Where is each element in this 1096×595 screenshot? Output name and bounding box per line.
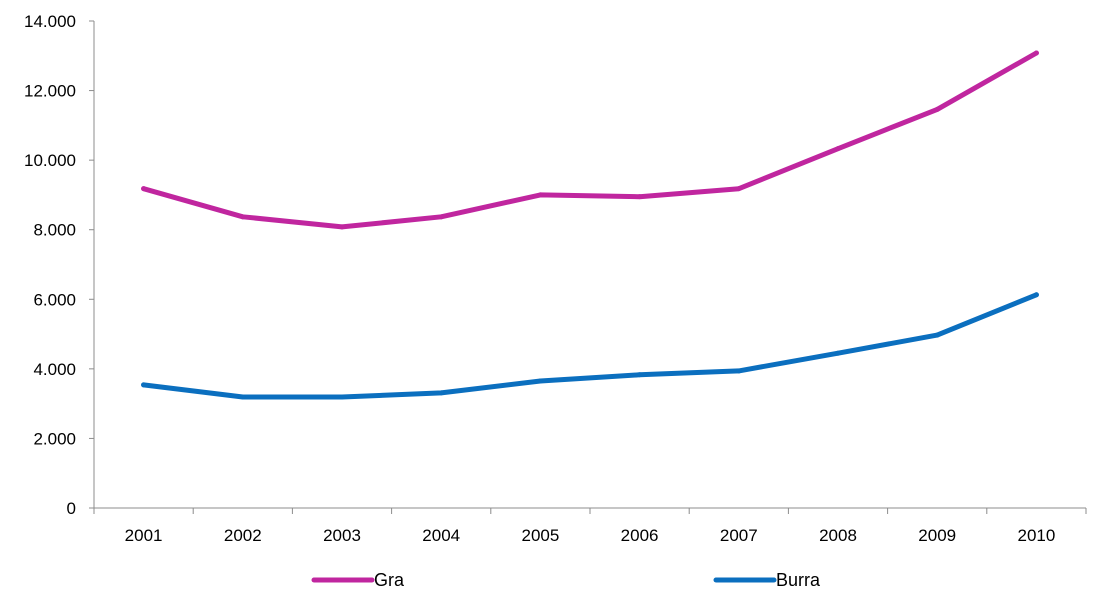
data-point-burra (240, 394, 246, 400)
x-tick-label: 2001 (125, 526, 163, 545)
series-line-gra (141, 50, 1039, 230)
data-point-burra (637, 372, 643, 378)
data-point-burra (1033, 292, 1039, 298)
data-point-gra (637, 194, 643, 200)
x-axis: 2001 2002 2003 2004 2005 2006 2007 2008 2009 2010 (93, 507, 1087, 545)
data-point-burra (339, 394, 345, 400)
data-point-burra (736, 368, 742, 374)
x-tick-label: 2008 (819, 526, 857, 545)
x-tick-label: 2005 (521, 526, 559, 545)
x-tick-label: 2006 (621, 526, 659, 545)
data-point-burra (438, 390, 444, 396)
data-point-gra (1033, 50, 1039, 56)
data-point-gra (141, 186, 147, 192)
legend-label-burra: Burra (776, 570, 821, 590)
data-point-gra (240, 214, 246, 220)
data-point-gra (736, 186, 742, 192)
series-lines (141, 50, 1039, 400)
data-point-burra (934, 332, 940, 338)
y-axis: 0 2.000 4.000 6.000 8.000 10.000 12.000 14.000 (24, 12, 95, 518)
x-tick-label: 2003 (323, 526, 361, 545)
x-tick-label: 2010 (1017, 526, 1055, 545)
legend-label-gra: Gra (374, 570, 405, 590)
y-tick-label: 4.000 (33, 360, 76, 379)
data-point-burra (141, 382, 147, 388)
y-tick-label: 10.000 (24, 151, 76, 170)
y-tick-label: 8.000 (33, 221, 76, 240)
x-tick-label: 2004 (422, 526, 460, 545)
data-point-gra (934, 106, 940, 112)
y-tick-label: 0 (67, 499, 76, 518)
y-tick-label: 14.000 (24, 12, 76, 31)
x-tick-label: 2002 (224, 526, 262, 545)
data-point-gra (835, 146, 841, 152)
x-tick-label: 2007 (720, 526, 758, 545)
x-tick-label: 2009 (918, 526, 956, 545)
data-point-burra (835, 350, 841, 356)
y-tick-label: 2.000 (33, 429, 76, 448)
data-point-gra (438, 214, 444, 220)
data-point-gra (339, 224, 345, 230)
y-tick-label: 12.000 (24, 82, 76, 101)
series-line-burra (141, 292, 1039, 400)
y-tick-label: 6.000 (33, 290, 76, 309)
data-point-burra (537, 378, 543, 384)
legend: Gra Burra (311, 570, 821, 590)
data-point-gra (537, 192, 543, 198)
